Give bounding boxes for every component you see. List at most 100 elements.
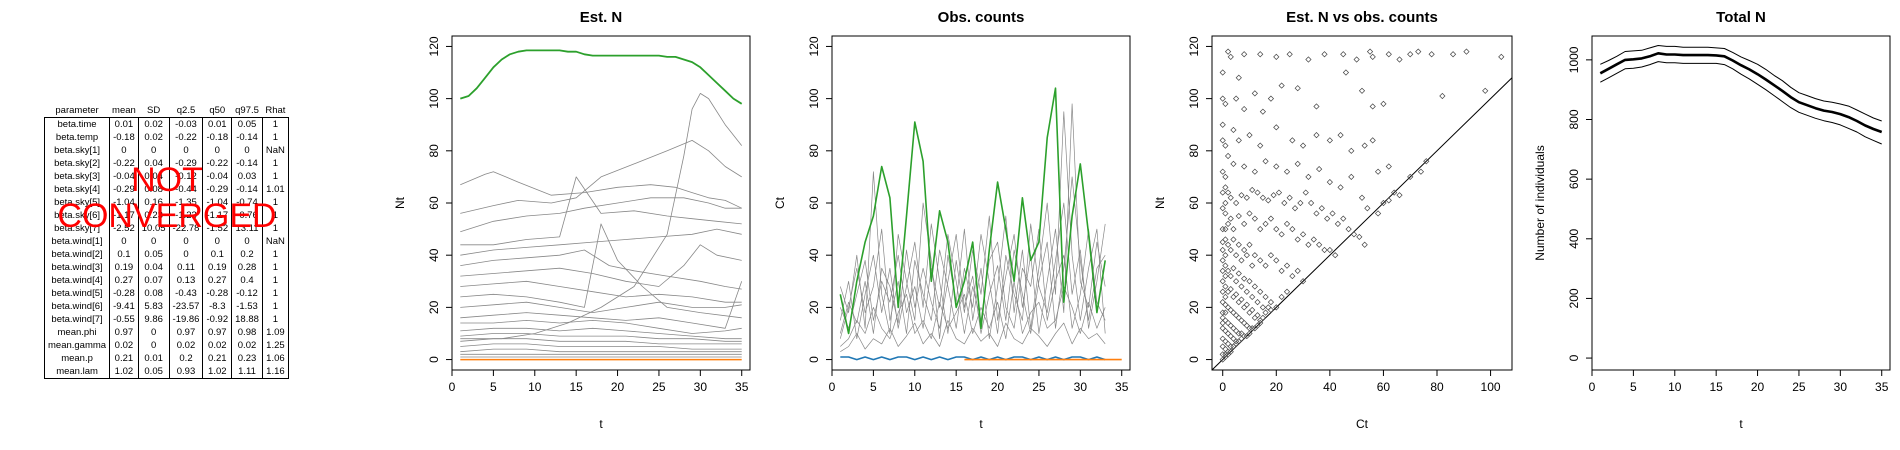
scatter-point [1222,262,1229,269]
value-cell: 1 [261,196,289,209]
table-row: mean.p 0.21 0.01 0.2 0.21 0.23 1.06 [45,352,289,365]
y-axis-label: Nt [1153,196,1167,209]
scatter-point [1219,335,1226,342]
scatter-point [1219,121,1226,128]
scatter-point [1219,95,1226,102]
value-cell: 0 [137,339,170,352]
value-cell: 0.23 [231,352,263,365]
scatter-point [1222,236,1229,243]
value-cell: -0.74 [231,196,263,209]
value-cell: -0.14 [231,157,263,170]
scatter-point [1238,283,1245,290]
scatter-point [1289,272,1296,280]
table-row: beta.sky[2] -0.22 0.04 -0.29 -0.22 -0.14 1 [45,157,289,170]
scatter-point [1235,270,1242,277]
scatter-point [1302,189,1309,196]
x-tick-label: 15 [1709,380,1723,394]
value-cell: -1.17 [109,209,139,222]
value-cell: 0.08 [137,287,170,300]
scatter-point [1235,314,1242,321]
scatter-point [1270,192,1277,199]
scatter-point [1238,335,1245,342]
value-cell: 0.02 [137,131,170,144]
x-tick-label: 35 [1115,380,1129,394]
scatter-point [1227,53,1234,60]
value-cell: 1.16 [261,365,289,379]
scatter-point [1257,142,1264,149]
value-cell: -22.78 [168,222,203,235]
scatter-point [1219,267,1226,274]
x-tick-label: 10 [528,380,542,394]
scatter-point [1364,205,1371,212]
x-tick-label: 0 [829,380,836,394]
value-cell: -0.28 [202,287,232,300]
scatter-point [1275,189,1283,196]
parameter-name-cell: beta.sky[2] [54,157,101,169]
series-line [460,223,742,319]
scatter-point [1246,241,1253,248]
value-cell: -1.35 [168,196,203,209]
value-cell: 1 [261,248,289,261]
x-axis-label: t [979,417,983,431]
value-cell: 0.05 [231,117,263,131]
value-cell: 0.11 [168,261,203,274]
scatter-point [1340,51,1347,58]
parameter-name-cell: mean.gamma [48,339,107,351]
parameter-name-cell: beta.sky[7] [54,222,101,234]
value-cell: 0.01 [109,117,139,131]
column-header: parameter [55,105,99,116]
scatter-point [1249,293,1256,301]
scatter-point [1254,312,1261,319]
scatter-point [1262,220,1269,227]
table-row: beta.sky[5] -1.04 0.16 -1.35 -1.04 -0.74 1 [45,196,289,209]
parameter-name-cell: beta.wind[4] [51,274,103,286]
table-row: beta.wind[3] 0.19 0.04 0.11 0.19 0.28 1 [45,261,289,274]
y-axis-label: Ct [773,196,787,209]
scatter-point [1257,319,1264,327]
scatter-point [1265,304,1272,311]
y-tick-label: 100 [1187,88,1201,108]
scatter-point [1380,100,1387,107]
value-cell: -1.23 [168,209,203,222]
scatter-point [1222,252,1229,259]
scatter-point [1222,301,1229,308]
scatter-point [1345,225,1352,233]
scatter-point [1249,262,1256,269]
table-row: beta.sky[3] -0.04 0.04 -0.12 -0.04 0.03 1 [45,170,289,183]
scatter-point [1224,267,1232,274]
scatter-point [1257,288,1264,295]
scatter-point [1259,314,1266,321]
value-cell: 1 [261,117,289,131]
series-line [1600,61,1882,145]
scatter-point [1246,278,1253,285]
series-line [839,87,1106,335]
value-cell: 0.04 [137,157,170,170]
scatter-point [1294,267,1301,274]
value-cell: -0.04 [109,170,139,183]
value-cell: -2.52 [109,222,139,235]
scatter-point [1233,95,1240,102]
value-cell: 1 [261,300,289,313]
value-cell: 18.88 [231,313,263,326]
scatter-point [1224,319,1232,327]
scatter-point [1227,215,1234,222]
scatter-point [1337,184,1344,191]
x-tick-label: 100 [1481,380,1501,394]
scatter-point [1222,173,1229,181]
scatter-point [1235,241,1242,248]
scatter-point [1233,278,1240,285]
y-tick-label: 120 [807,36,821,56]
scatter-point [1241,275,1248,282]
chart-title: Est. N [580,9,623,26]
scatter-point [1241,163,1248,170]
x-axis-label: Ct [1356,417,1369,431]
series-line [460,348,742,353]
value-cell: -0.29 [202,183,232,196]
value-cell: 1 [261,209,289,222]
scatter-point [1385,163,1392,170]
scatter-point [1313,210,1320,217]
value-cell: 0.27 [109,274,139,287]
y-tick-label: 40 [807,248,821,262]
scatter-point [1257,225,1264,233]
scatter-point [1227,272,1234,280]
